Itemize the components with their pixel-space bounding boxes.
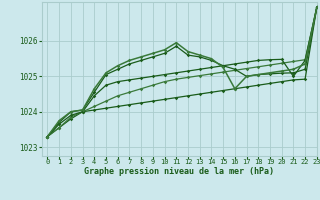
- X-axis label: Graphe pression niveau de la mer (hPa): Graphe pression niveau de la mer (hPa): [84, 167, 274, 176]
